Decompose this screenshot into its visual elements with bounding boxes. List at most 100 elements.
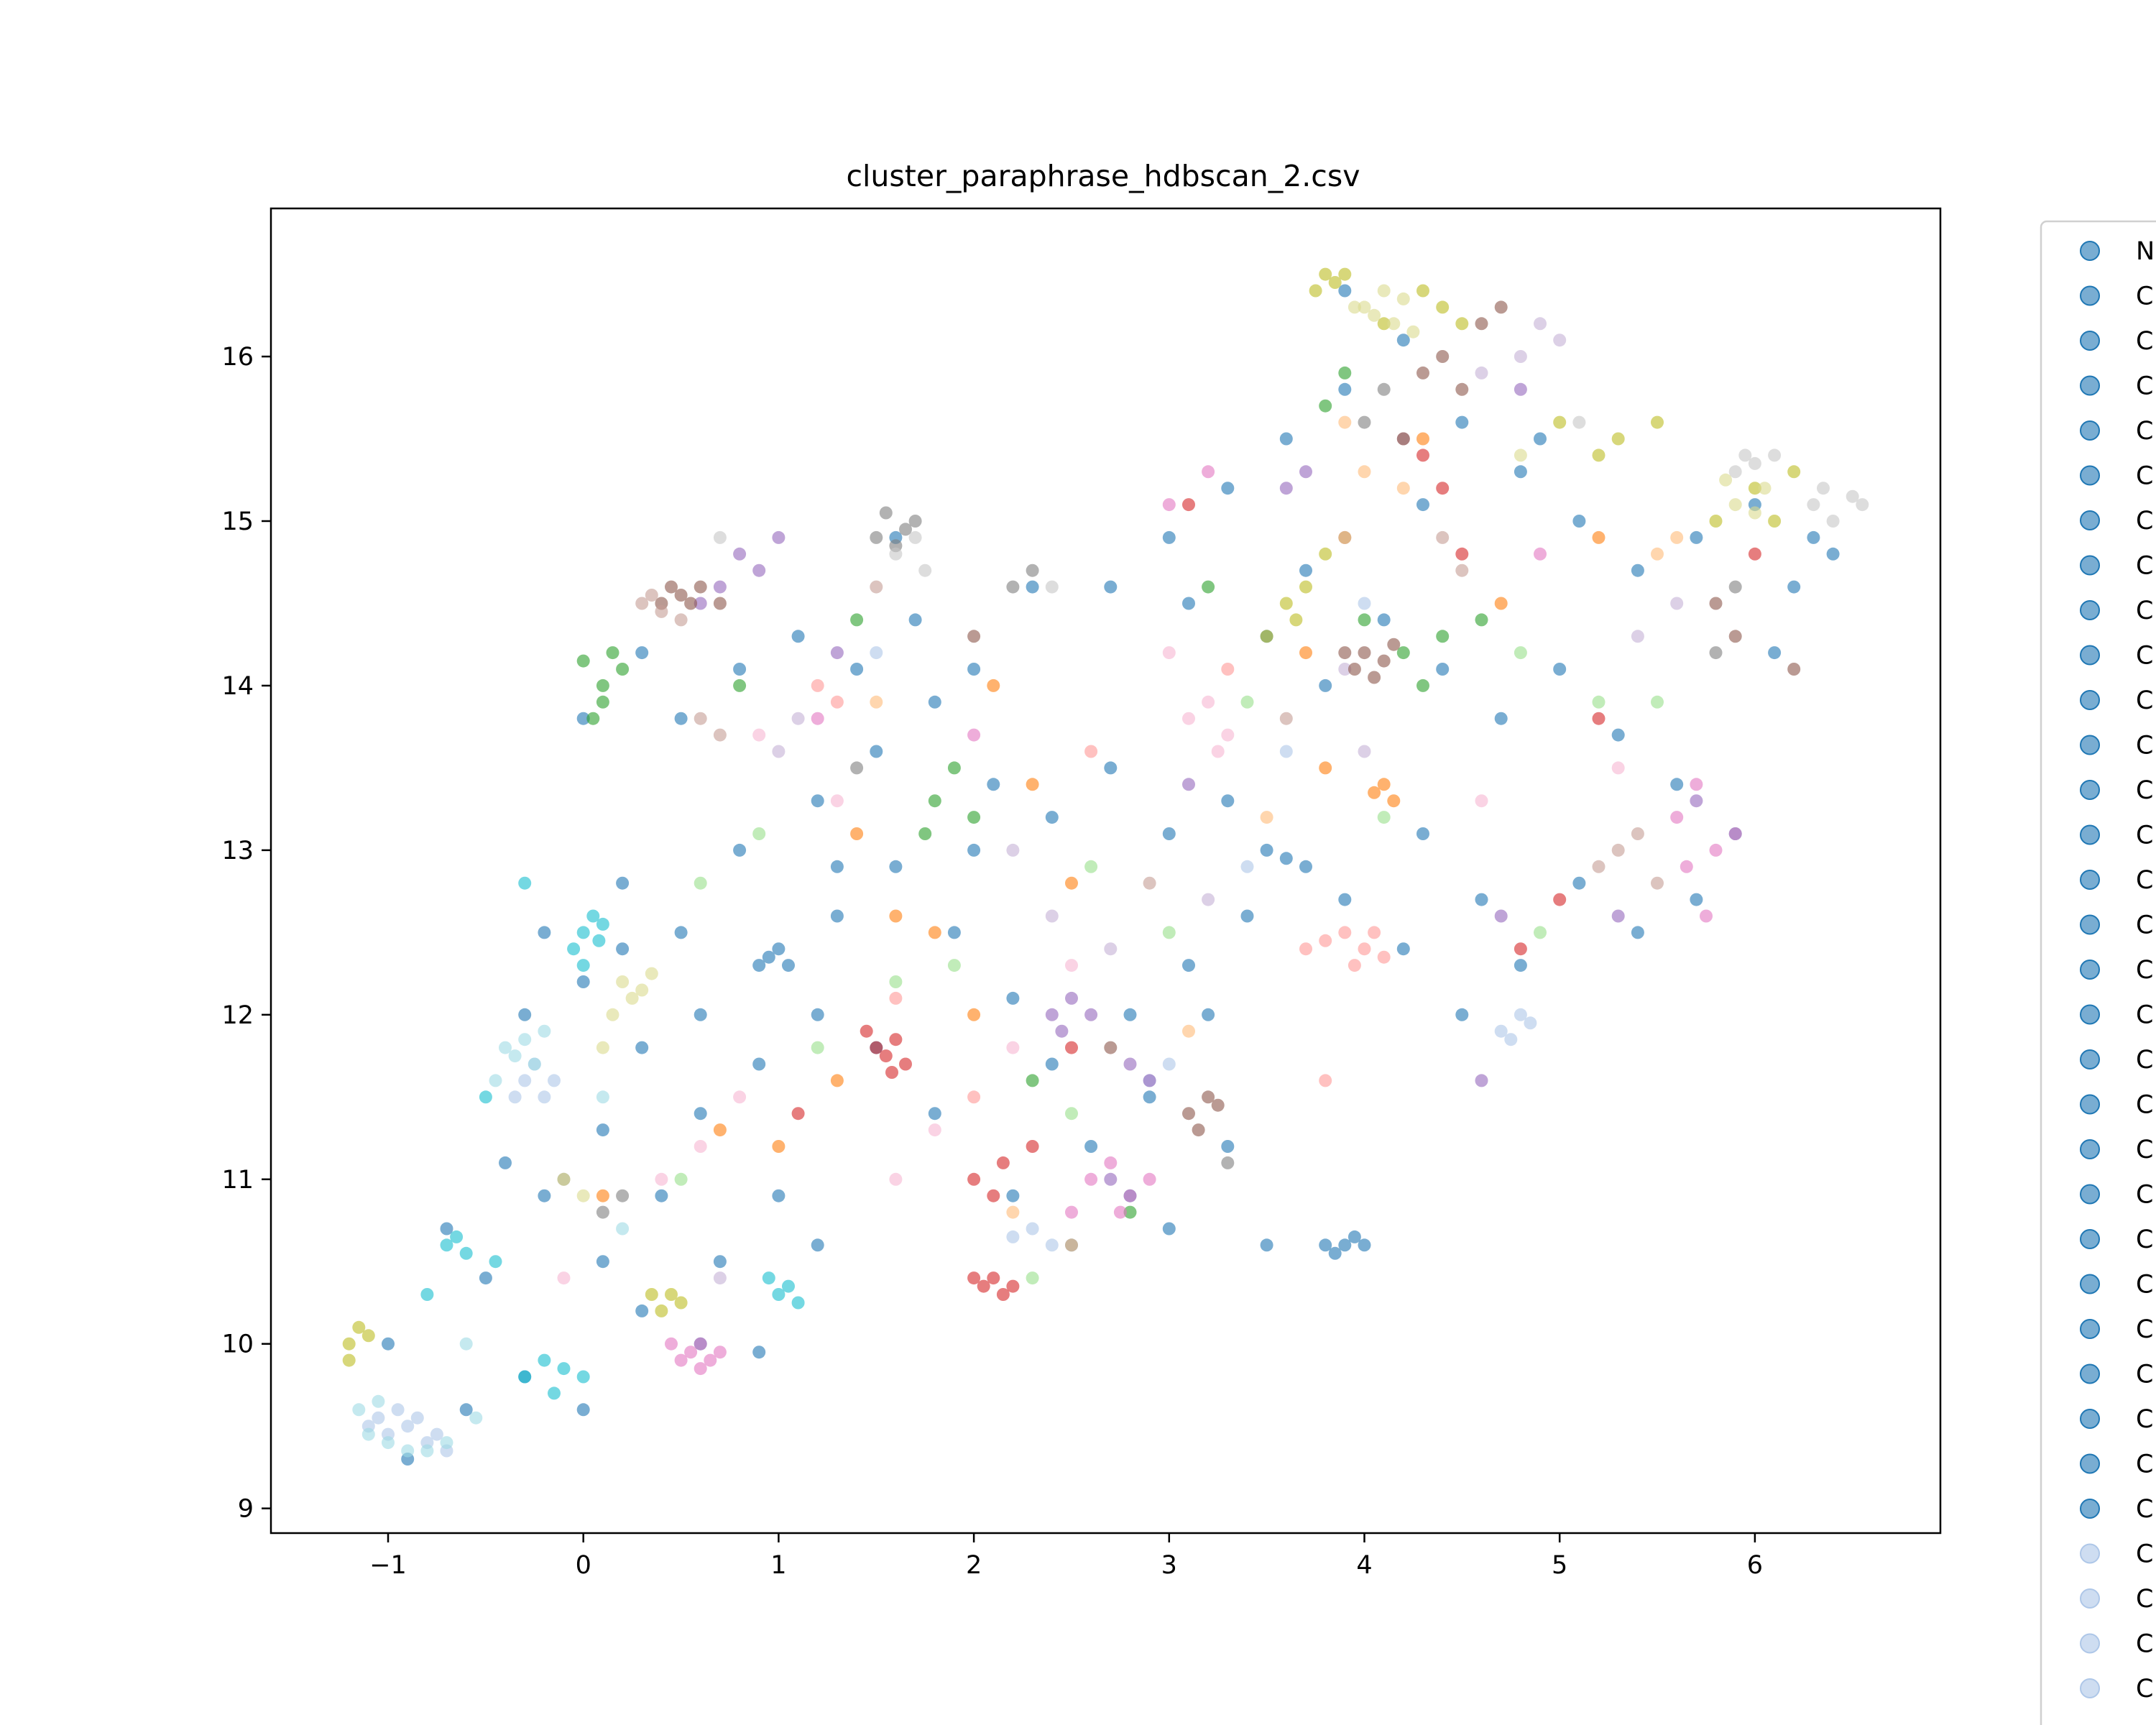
scatter-point	[830, 646, 844, 660]
scatter-point	[752, 1346, 766, 1359]
scatter-point	[1377, 654, 1391, 668]
scatter-point	[1680, 860, 1693, 873]
scatter-point	[1123, 1189, 1137, 1202]
scatter-point	[674, 589, 688, 602]
legend-marker	[2080, 1139, 2100, 1159]
scatter-point	[1651, 415, 1664, 429]
scatter-point	[1065, 876, 1078, 890]
scatter-point	[606, 646, 619, 660]
y-tick-label: 11	[221, 1166, 254, 1195]
legend-label: C	[2136, 822, 2153, 850]
scatter-point	[1182, 498, 1195, 512]
scatter-point	[694, 1362, 707, 1376]
scatter-point	[1728, 580, 1742, 594]
points-layer	[342, 267, 1869, 1466]
legend-label: N	[2136, 237, 2155, 266]
scatter-point	[342, 1337, 356, 1351]
scatter-point	[459, 1403, 473, 1417]
scatter-point	[1162, 1222, 1176, 1236]
scatter-point	[616, 1222, 630, 1236]
x-tick-label: 4	[1356, 1551, 1372, 1580]
scatter-point	[908, 515, 922, 528]
scatter-point	[1768, 515, 1782, 528]
scatter-point	[1065, 991, 1078, 1005]
x-tick-label: 0	[576, 1551, 591, 1580]
scatter-point	[1387, 317, 1401, 331]
scatter-point	[1748, 482, 1761, 495]
scatter-point	[1768, 448, 1782, 462]
scatter-point	[752, 564, 766, 577]
scatter-point	[889, 909, 903, 923]
scatter-point	[1524, 1016, 1537, 1030]
scatter-point	[645, 589, 658, 602]
scatter-point	[1299, 942, 1312, 956]
scatter-point	[592, 934, 606, 947]
scatter-point	[586, 712, 600, 725]
legend-marker	[2080, 1363, 2100, 1384]
scatter-point	[733, 547, 747, 561]
scatter-point	[1416, 498, 1429, 512]
scatter-point	[557, 1271, 571, 1285]
scatter-point	[382, 1436, 395, 1450]
scatter-point	[440, 1222, 453, 1236]
scatter-point	[361, 1427, 375, 1441]
scatter-point	[1202, 580, 1215, 594]
scatter-point	[791, 630, 805, 643]
legend-marker	[2080, 1274, 2100, 1294]
scatter-point	[1221, 728, 1235, 742]
scatter-point	[1113, 1205, 1127, 1219]
legend-label: C	[2136, 1046, 2153, 1075]
scatter-point	[967, 630, 981, 643]
scatter-point	[674, 1353, 688, 1367]
scatter-point	[1611, 432, 1625, 446]
scatter-point	[1299, 465, 1312, 479]
scatter-point	[1221, 1140, 1235, 1153]
scatter-point	[1396, 292, 1410, 305]
scatter-point	[596, 1255, 609, 1269]
scatter-point	[1299, 564, 1312, 577]
scatter-point	[713, 530, 727, 544]
scatter-point	[947, 959, 961, 972]
scatter-point	[1358, 745, 1371, 758]
scatter-point	[1338, 663, 1352, 676]
scatter-point	[1055, 1024, 1069, 1038]
scatter-point	[694, 712, 707, 725]
scatter-point	[1856, 498, 1869, 512]
scatter-point	[410, 1411, 424, 1425]
scatter-point	[713, 580, 727, 594]
scatter-point	[508, 1049, 522, 1063]
scatter-point	[635, 1304, 649, 1317]
scatter-point	[967, 1008, 981, 1021]
scatter-point	[1289, 613, 1303, 627]
scatter-point	[1338, 646, 1352, 660]
scatter-point	[576, 1403, 590, 1417]
scatter-point	[1026, 778, 1039, 791]
scatter-point	[1553, 893, 1567, 906]
scatter-point	[694, 876, 707, 890]
scatter-point	[1377, 317, 1391, 331]
y-axis: 9 10 11 12 13 14 15 16	[221, 343, 271, 1524]
scatter-point	[1514, 448, 1527, 462]
scatter-point	[1182, 597, 1195, 610]
scatter-point	[1611, 909, 1625, 923]
scatter-point	[947, 926, 961, 939]
x-tick-label: 2	[966, 1551, 982, 1580]
scatter-point	[1377, 613, 1391, 627]
scatter-point	[752, 827, 766, 840]
scatter-point	[772, 1288, 786, 1301]
scatter-point	[1377, 811, 1391, 824]
scatter-point	[1045, 1238, 1059, 1252]
legend-marker	[2080, 960, 2100, 980]
scatter-point	[576, 959, 590, 972]
scatter-point	[870, 646, 883, 660]
scatter-point	[1475, 893, 1488, 906]
scatter-point	[1240, 909, 1254, 923]
scatter-point	[1279, 852, 1293, 865]
scatter-point	[1690, 794, 1703, 808]
legend-marker	[2080, 1319, 2100, 1339]
scatter-point	[1338, 284, 1352, 298]
scatter-point	[1279, 712, 1293, 725]
scatter-point	[1670, 811, 1684, 824]
scatter-point	[1514, 350, 1527, 363]
